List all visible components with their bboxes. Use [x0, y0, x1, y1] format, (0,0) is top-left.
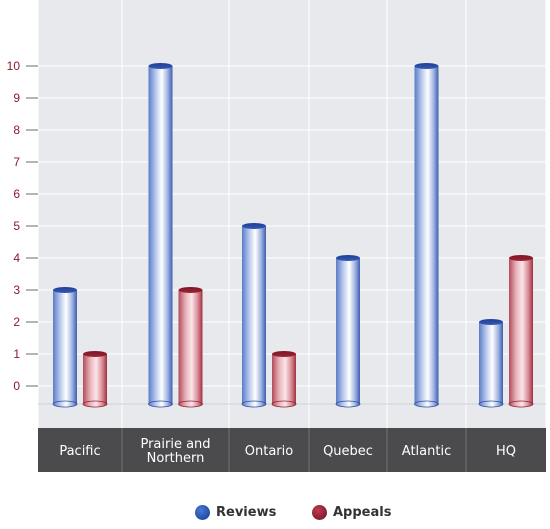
- bar-base: [335, 400, 361, 408]
- bar-body: [242, 226, 266, 404]
- bar-reviews-ontario: [241, 223, 267, 408]
- bar-top: [479, 319, 503, 325]
- bar-top: [148, 63, 173, 69]
- y-tick-label: 3: [13, 283, 20, 297]
- y-tick-label: 9: [13, 91, 20, 105]
- bar-body: [509, 258, 533, 404]
- legend-swatch-appeals: [312, 505, 327, 520]
- category-band: [38, 428, 546, 472]
- category-label: Atlantic: [402, 444, 451, 459]
- bar-base: [478, 400, 504, 408]
- bar-top: [272, 351, 296, 357]
- bar-body: [414, 66, 439, 404]
- category-label: Pacific: [59, 444, 100, 459]
- bar-base: [508, 400, 534, 408]
- y-tick-label: 0: [13, 379, 20, 393]
- y-tick-label: 6: [13, 187, 20, 201]
- bar-body: [83, 354, 107, 404]
- category-label: Ontario: [245, 444, 293, 459]
- bar-top: [242, 223, 266, 229]
- bar-top: [83, 351, 107, 357]
- legend-item-appeals: Appeals: [312, 505, 391, 520]
- bar-body: [479, 322, 503, 404]
- bar-base: [52, 400, 78, 408]
- bar-appeals-ontario: [271, 351, 297, 408]
- grid: [37, 0, 547, 428]
- legend-label-reviews: Reviews: [216, 505, 277, 520]
- y-tick-label: 2: [13, 315, 20, 329]
- bar-base: [241, 400, 267, 408]
- bar-top: [336, 255, 360, 261]
- legend-swatch-reviews: [195, 505, 210, 520]
- bar-base: [178, 400, 203, 408]
- bar-reviews-quebec: [335, 255, 361, 408]
- x-axis: Pacific Prairie and Northern Ontario Quebec A…: [38, 428, 546, 472]
- y-tick-label: 8: [13, 123, 20, 137]
- y-tick-label: 4: [13, 251, 20, 265]
- chart: 0 1 2 3 4 5 6 7 8 9 10 Pacific Prairie and Northern O…: [7, 0, 547, 472]
- category-label: Quebec: [323, 444, 373, 459]
- bar-top: [509, 255, 533, 261]
- legend-label-appeals: Appeals: [333, 505, 392, 520]
- y-tick-label: 1: [13, 347, 20, 361]
- bar-appeals-prairie-and-northern: [178, 287, 203, 408]
- bar-body: [178, 290, 203, 404]
- legend: Reviews Appeals: [0, 505, 550, 529]
- bar-base: [82, 400, 108, 408]
- bar-reviews-pacific: [52, 287, 78, 408]
- bar-base: [271, 400, 297, 408]
- bar-reviews-hq: [478, 319, 504, 408]
- bars: [52, 63, 534, 408]
- category-label: Prairie and Northern: [140, 437, 210, 466]
- bar-body: [336, 258, 360, 404]
- bar-appeals-hq: [508, 255, 534, 408]
- bar-base: [148, 400, 173, 408]
- bar-body: [148, 66, 173, 404]
- bar-appeals-pacific: [82, 351, 108, 408]
- bar-reviews-atlantic: [414, 63, 439, 408]
- bar-reviews-prairie-and-northern: [148, 63, 173, 408]
- bar-top: [53, 287, 77, 293]
- legend-item-reviews: Reviews: [195, 505, 276, 520]
- bar-body: [272, 354, 296, 404]
- y-tick-label: 5: [13, 219, 20, 233]
- bar-body: [53, 290, 77, 404]
- bar-top: [414, 63, 439, 69]
- category-label: HQ: [496, 444, 516, 459]
- y-tick-label: 7: [13, 155, 20, 169]
- y-tick-label: 10: [7, 59, 21, 73]
- bar-base: [414, 400, 439, 408]
- bar-top: [178, 287, 203, 293]
- y-axis: 0 1 2 3 4 5 6 7 8 9 10: [7, 59, 38, 393]
